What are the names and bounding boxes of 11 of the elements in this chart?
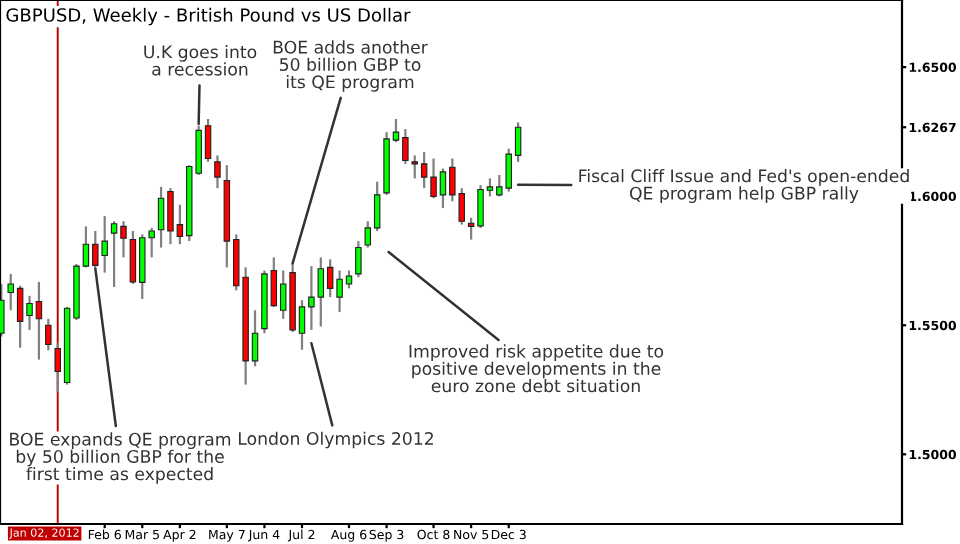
annotation: London Olympics 2012 [239,431,433,449]
annotation: Fiscal Cliff Issue and Fed's open-ended QE program help GBP rally [579,169,909,203]
annotation: Improved risk appetite due to positive developments in the euro zone debt situation [409,344,664,393]
chart-title: GBPUSD, Weekly - British Pound vs US Dollar [6,7,411,26]
candlestick [0,282,5,338]
candlestick [355,239,362,279]
annotation: BOE expands QE program by 50 billion GBP for the first time as expected [10,432,231,484]
candlestick [45,317,52,352]
annotation: BOE adds another 50 billion GBP to its QE program [273,40,428,92]
candlestick [214,154,221,190]
annotation: U.K goes into a recession [144,45,257,76]
